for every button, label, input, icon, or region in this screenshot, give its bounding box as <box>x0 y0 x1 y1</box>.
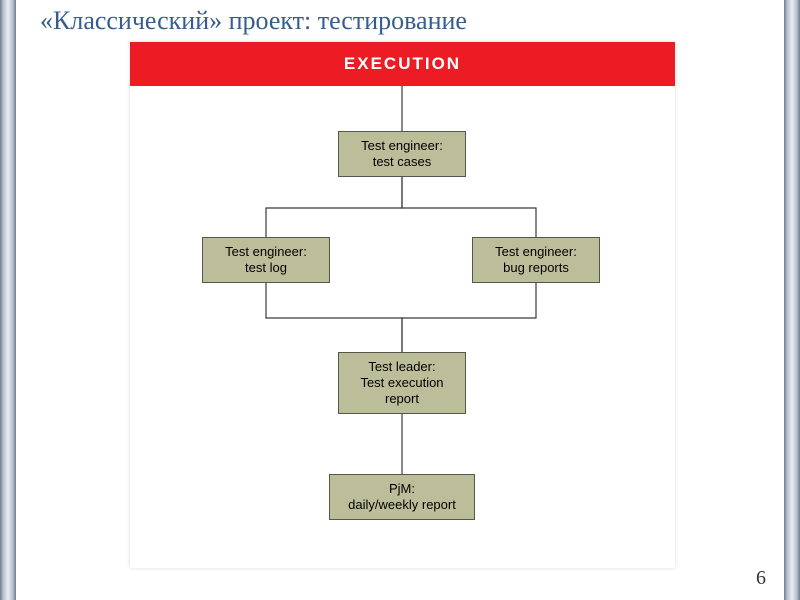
side-gradient-right <box>784 0 800 600</box>
execution-header-label: EXECUTION <box>344 54 461 74</box>
edge-1 <box>266 177 402 237</box>
node-test-cases: Test engineer:test cases <box>338 131 466 177</box>
page-number: 6 <box>756 567 766 590</box>
node-test-log: Test engineer:test log <box>202 237 330 283</box>
slide-title: «Классический» проект: тестирование <box>40 6 760 36</box>
side-gradient-left <box>0 0 16 600</box>
execution-header: EXECUTION <box>130 42 675 86</box>
edge-4 <box>402 283 536 352</box>
edge-2 <box>402 177 536 237</box>
node-pjm-report: PjM:daily/weekly report <box>329 474 475 520</box>
node-bug-reports: Test engineer:bug reports <box>472 237 600 283</box>
flowchart-container: EXECUTION Test engineer:test cases Test e… <box>130 42 675 568</box>
node-exec-report: Test leader:Test executionreport <box>338 352 466 414</box>
edge-3 <box>266 283 402 352</box>
